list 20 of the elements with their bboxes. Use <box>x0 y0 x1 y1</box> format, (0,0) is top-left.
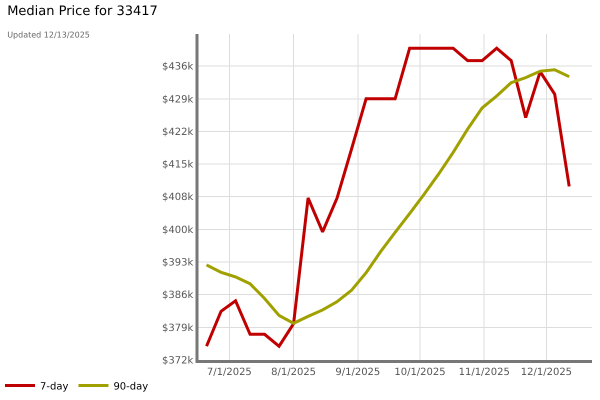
x-tick-label: 7/1/2025 <box>206 367 252 378</box>
y-tick-label: $386k <box>162 290 194 302</box>
y-tick-label: $436k <box>162 62 194 73</box>
y-tick-label: $422k <box>162 126 194 138</box>
y-tick-label: $415k <box>162 160 194 171</box>
y-tick-label: $372k <box>162 356 194 366</box>
legend-label: 7-day <box>40 381 68 392</box>
text: Median Price for 33417 <box>7 4 158 20</box>
y-tick-label: $400k <box>162 224 194 236</box>
y-tick-label: $379k <box>162 322 194 334</box>
y-tick-label: $429k <box>162 94 194 106</box>
y-tick-label: $408k <box>162 192 194 204</box>
x-tick-label: 9/1/2025 <box>335 367 380 378</box>
x-tick-label: 11/1/2025 <box>458 367 510 378</box>
legend-label: 90-day <box>113 381 148 392</box>
text: Updated 12/13/2025 <box>7 30 90 40</box>
x-tick-label: 8/1/2025 <box>271 367 316 378</box>
x-tick-label: 10/1/2025 <box>394 367 446 378</box>
x-tick-label: 12/1/2025 <box>520 367 572 378</box>
y-tick-label: $393k <box>162 258 194 269</box>
